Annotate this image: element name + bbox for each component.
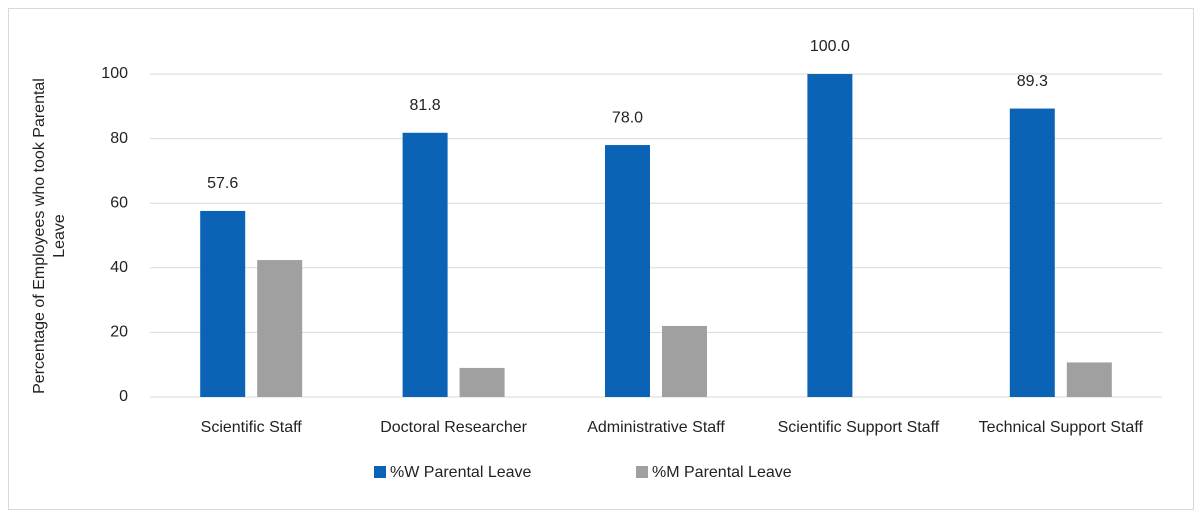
x-tick-label: Doctoral Researcher [380, 419, 527, 436]
legend-swatch [374, 466, 386, 478]
data-label: 81.8 [410, 97, 441, 114]
y-tick-label: 60 [110, 194, 128, 211]
bar [1009, 108, 1055, 397]
x-tick-label: Scientific Staff [201, 419, 303, 436]
bar [1066, 362, 1112, 397]
bar [459, 367, 505, 397]
legend-swatch [636, 466, 648, 478]
data-label: 78.0 [612, 109, 643, 126]
y-axis-label: Percentage of Employees who took Parenta… [31, 78, 68, 394]
legend-label: %W Parental Leave [390, 464, 532, 481]
y-tick-label: 0 [119, 388, 128, 405]
data-label: 89.3 [1017, 73, 1048, 90]
legend-label: %M Parental Leave [652, 464, 792, 481]
y-tick-label: 80 [110, 130, 128, 147]
chart-frame [8, 8, 1194, 510]
bar [605, 145, 650, 397]
bar [402, 132, 448, 397]
y-tick-label: 20 [110, 324, 128, 341]
y-tick-label: 100 [101, 65, 128, 82]
bar [662, 325, 707, 397]
bar [257, 260, 303, 397]
bar [807, 74, 853, 397]
x-tick-label: Technical Support Staff [979, 419, 1144, 436]
data-label: 100.0 [810, 38, 850, 55]
y-tick-label: 40 [110, 259, 128, 276]
data-label: 57.6 [207, 175, 238, 192]
x-tick-label: Scientific Support Staff [778, 419, 940, 436]
x-tick-label: Administrative Staff [587, 419, 725, 436]
bar [200, 210, 246, 397]
